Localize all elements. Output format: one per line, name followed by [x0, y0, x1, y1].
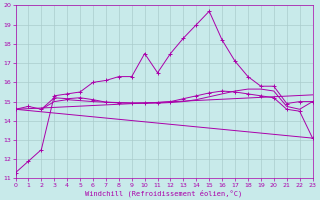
X-axis label: Windchill (Refroidissement éolien,°C): Windchill (Refroidissement éolien,°C) — [85, 189, 243, 197]
